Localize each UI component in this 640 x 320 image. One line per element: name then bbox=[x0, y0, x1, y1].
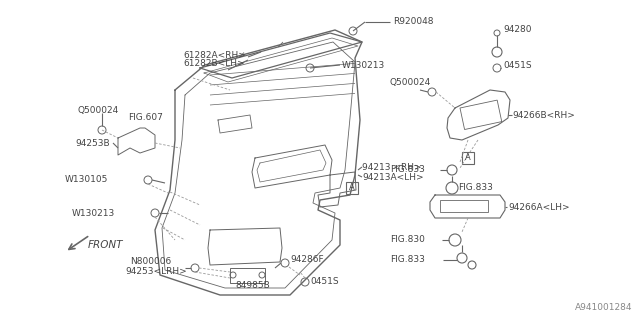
Text: FIG.833: FIG.833 bbox=[390, 255, 425, 265]
Text: 94280: 94280 bbox=[503, 26, 531, 35]
Text: 94213A<LH>: 94213A<LH> bbox=[362, 172, 424, 181]
Text: 0451S: 0451S bbox=[503, 60, 532, 69]
Text: 94266A<LH>: 94266A<LH> bbox=[508, 203, 570, 212]
Text: 94286F: 94286F bbox=[290, 255, 324, 265]
Text: N800006: N800006 bbox=[130, 258, 172, 267]
Text: FIG.833: FIG.833 bbox=[390, 165, 425, 174]
Bar bbox=[346, 182, 358, 194]
Bar bbox=[460, 100, 502, 130]
Text: Q500024: Q500024 bbox=[78, 106, 119, 115]
Text: R920048: R920048 bbox=[393, 18, 433, 27]
Text: A941001284: A941001284 bbox=[575, 303, 632, 313]
Text: W130213: W130213 bbox=[342, 60, 385, 69]
Text: 61282A<RH>: 61282A<RH> bbox=[183, 51, 246, 60]
Text: 94266B<RH>: 94266B<RH> bbox=[512, 110, 575, 119]
Text: 61282B<LH>: 61282B<LH> bbox=[183, 60, 244, 68]
Text: 0451S: 0451S bbox=[310, 277, 339, 286]
Text: 84985B: 84985B bbox=[235, 281, 269, 290]
Text: FIG.830: FIG.830 bbox=[390, 236, 425, 244]
Text: FIG.833: FIG.833 bbox=[458, 183, 493, 193]
Text: 94213 <RH>: 94213 <RH> bbox=[362, 163, 422, 172]
Text: 94253B: 94253B bbox=[75, 139, 109, 148]
Bar bbox=[230, 268, 265, 283]
Text: FRONT: FRONT bbox=[88, 240, 124, 250]
Text: 94253<LRH>: 94253<LRH> bbox=[125, 268, 187, 276]
Text: W130105: W130105 bbox=[65, 175, 108, 185]
Text: Q500024: Q500024 bbox=[390, 78, 431, 87]
Text: W130213: W130213 bbox=[72, 209, 115, 218]
Bar bbox=[462, 152, 474, 164]
Bar bbox=[440, 200, 488, 212]
Text: A: A bbox=[465, 154, 471, 163]
Text: FIG.607: FIG.607 bbox=[128, 114, 163, 123]
Text: A: A bbox=[349, 183, 355, 193]
